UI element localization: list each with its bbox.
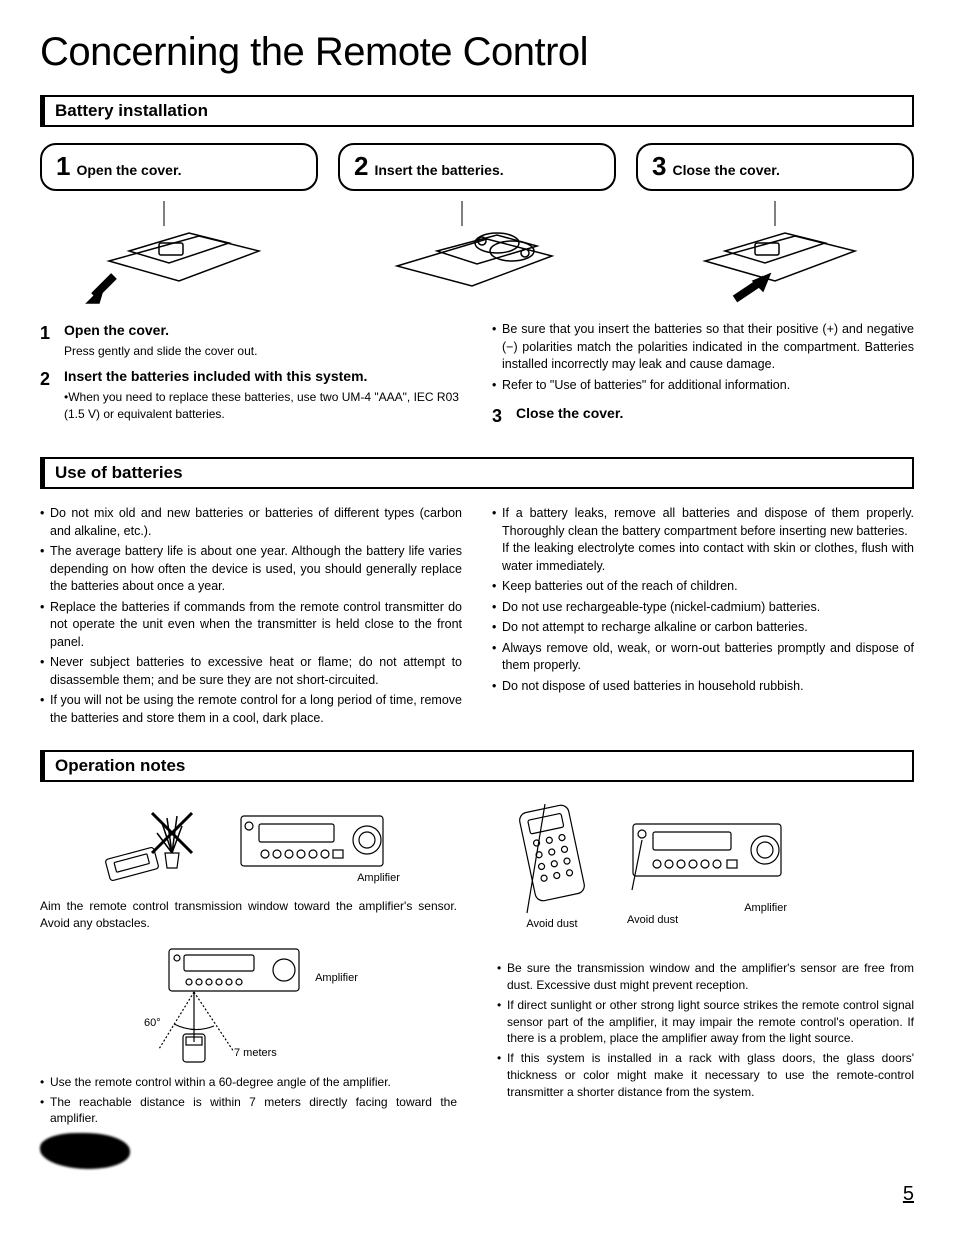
list-item: Be sure that you insert the batteries so… — [492, 321, 914, 374]
distance-label: 7 meters — [234, 1047, 277, 1059]
list-item: If a battery leaks, remove all batteries… — [492, 505, 914, 575]
use-batteries-right: If a battery leaks, remove all batteries… — [492, 505, 914, 695]
step-3-callout: 3 Close the cover. — [636, 143, 914, 191]
list-item: Never subject batteries to excessive hea… — [40, 654, 462, 689]
instruction-num: 2 — [40, 367, 56, 422]
instruction-heading: Open the cover. — [64, 321, 462, 341]
list-item: Always remove old, weak, or worn-out bat… — [492, 640, 914, 675]
section-battery-installation: Battery installation — [40, 95, 914, 127]
list-item: Do not dispose of used batteries in hous… — [492, 678, 914, 696]
step-2-callout: 2 Insert the batteries. — [338, 143, 616, 191]
section-use-of-batteries: Use of batteries — [40, 457, 914, 489]
use-batteries-left: Do not mix old and new batteries or batt… — [40, 505, 462, 727]
instruction-3: 3 Close the cover. — [492, 404, 914, 429]
instruction-sub: •When you need to replace these batterie… — [64, 389, 462, 423]
amplifier-dust-icon — [627, 802, 787, 902]
step-1: 1 Open the cover. — [40, 143, 318, 311]
step-label: Open the cover. — [76, 162, 181, 178]
scan-artifact — [40, 1133, 130, 1169]
avoid-dust-label: Avoid dust — [497, 918, 607, 930]
instruction-heading: Insert the batteries included with this … — [64, 367, 462, 387]
list-item: The average battery life is about one ye… — [40, 543, 462, 596]
amplifier-label: Amplifier — [357, 872, 400, 884]
step-num: 1 — [56, 153, 70, 179]
amplifier-label: Amplifier — [627, 902, 787, 914]
instruction-1: 1 Open the cover. Press gently and slide… — [40, 321, 462, 359]
remote-dust-icon — [497, 798, 607, 918]
list-item: Do not use rechargeable-type (nickel-cad… — [492, 599, 914, 617]
list-item: Use the remote control within a 60-degre… — [40, 1074, 457, 1091]
list-item: Do not mix old and new batteries or batt… — [40, 505, 462, 540]
dust-illustration: Avoid dust Amplifier — [497, 798, 914, 930]
step-num: 3 — [652, 153, 666, 179]
operation-right-bullets: Be sure the transmission window and the … — [497, 960, 914, 1100]
list-item: Refer to "Use of batteries" for addition… — [492, 377, 914, 395]
page-title: Concerning the Remote Control — [40, 30, 914, 75]
operation-row: Amplifier Aim the remote control transmi… — [40, 798, 914, 1169]
instruction-right-bullets: Be sure that you insert the batteries so… — [492, 321, 914, 394]
angle-distance-illustration: 60° 7 meters Amplifier — [40, 944, 457, 1064]
operation-left-bullets: Use the remote control within a 60-degre… — [40, 1074, 457, 1127]
battery-instructions: 1 Open the cover. Press gently and slide… — [40, 321, 914, 437]
obstacle-illustration: Amplifier — [40, 798, 457, 888]
step-label: Insert the batteries. — [374, 162, 503, 178]
remote-open-cover-illustration — [79, 191, 279, 311]
list-item: If this system is installed in a rack wi… — [497, 1050, 914, 1100]
step-3: 3 Close the cover. — [636, 143, 914, 311]
avoid-dust-label: Avoid dust — [627, 914, 787, 926]
amplifier-label: Amplifier — [315, 972, 358, 984]
list-item: Replace the batteries if commands from t… — [40, 599, 462, 652]
list-item: If you will not be using the remote cont… — [40, 692, 462, 727]
steps-row: 1 Open the cover. 2 Insert the batteries… — [40, 143, 914, 311]
page-number: 5 — [40, 1183, 914, 1206]
section-operation-notes: Operation notes — [40, 750, 914, 782]
list-item: The reachable distance is within 7 meter… — [40, 1094, 457, 1128]
amplifier-icon — [237, 808, 387, 878]
list-item: If direct sunlight or other strong light… — [497, 997, 914, 1047]
instruction-heading: Close the cover. — [516, 404, 914, 424]
operation-left-text: Aim the remote control transmission wind… — [40, 898, 457, 932]
instruction-num: 1 — [40, 321, 56, 359]
angle-label: 60° — [144, 1017, 161, 1029]
list-item: Be sure the transmission window and the … — [497, 960, 914, 994]
instruction-2: 2 Insert the batteries included with thi… — [40, 367, 462, 422]
instruction-sub: Press gently and slide the cover out. — [64, 343, 462, 360]
step-num: 2 — [354, 153, 368, 179]
list-item: Keep batteries out of the reach of child… — [492, 578, 914, 596]
step-1-callout: 1 Open the cover. — [40, 143, 318, 191]
remote-close-cover-illustration — [675, 191, 875, 311]
instruction-num: 3 — [492, 404, 508, 429]
step-label: Close the cover. — [672, 162, 779, 178]
list-item: Do not attempt to recharge alkaline or c… — [492, 619, 914, 637]
remote-insert-batteries-illustration — [377, 191, 577, 311]
step-2: 2 Insert the batteries. — [338, 143, 616, 311]
use-batteries-content: Do not mix old and new batteries or batt… — [40, 505, 914, 730]
